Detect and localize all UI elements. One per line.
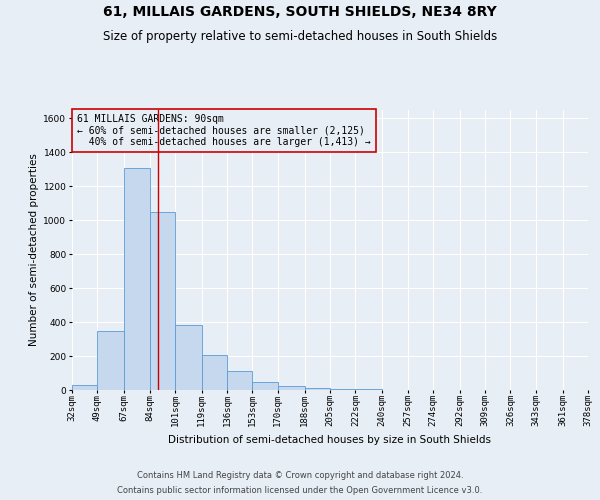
Bar	[278, 386, 305, 390]
Bar	[149, 212, 175, 390]
Bar	[330, 389, 355, 390]
Bar	[253, 382, 278, 390]
Text: 61 MILLAIS GARDENS: 90sqm
← 60% of semi-detached houses are smaller (2,125)
  40: 61 MILLAIS GARDENS: 90sqm ← 60% of semi-…	[77, 114, 371, 148]
Text: Contains public sector information licensed under the Open Government Licence v3: Contains public sector information licen…	[118, 486, 482, 495]
Bar	[202, 355, 227, 390]
Bar	[175, 324, 202, 390]
Bar	[305, 388, 330, 390]
Y-axis label: Number of semi-detached properties: Number of semi-detached properties	[29, 154, 39, 346]
Text: Distribution of semi-detached houses by size in South Shields: Distribution of semi-detached houses by …	[169, 435, 491, 445]
Bar	[72, 385, 97, 390]
Text: Size of property relative to semi-detached houses in South Shields: Size of property relative to semi-detach…	[103, 30, 497, 43]
Text: 61, MILLAIS GARDENS, SOUTH SHIELDS, NE34 8RY: 61, MILLAIS GARDENS, SOUTH SHIELDS, NE34…	[103, 5, 497, 19]
Bar	[124, 168, 149, 390]
Bar	[227, 372, 253, 390]
Text: Contains HM Land Registry data © Crown copyright and database right 2024.: Contains HM Land Registry data © Crown c…	[137, 471, 463, 480]
Bar	[97, 332, 124, 390]
